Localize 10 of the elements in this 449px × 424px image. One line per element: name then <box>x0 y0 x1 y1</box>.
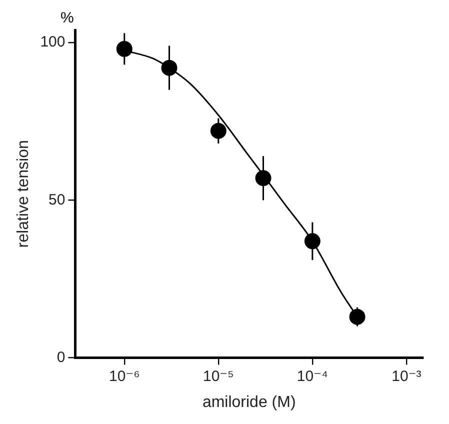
y-axis-title: relative tension <box>15 140 32 248</box>
text: % <box>60 10 74 27</box>
x-tick-label: 10⁻⁴ <box>296 368 328 385</box>
y-tick-label: 100 <box>40 34 66 51</box>
y-tick-label: 50 <box>48 191 66 208</box>
x-tick-label: 10⁻⁵ <box>202 368 234 385</box>
x-tick-label: 10⁻³ <box>392 368 422 385</box>
x-axis-title: amiloride (M) <box>202 394 296 411</box>
y-tick-label: 0 <box>56 348 66 366</box>
x-tick-label: 10⁻⁶ <box>108 368 140 385</box>
